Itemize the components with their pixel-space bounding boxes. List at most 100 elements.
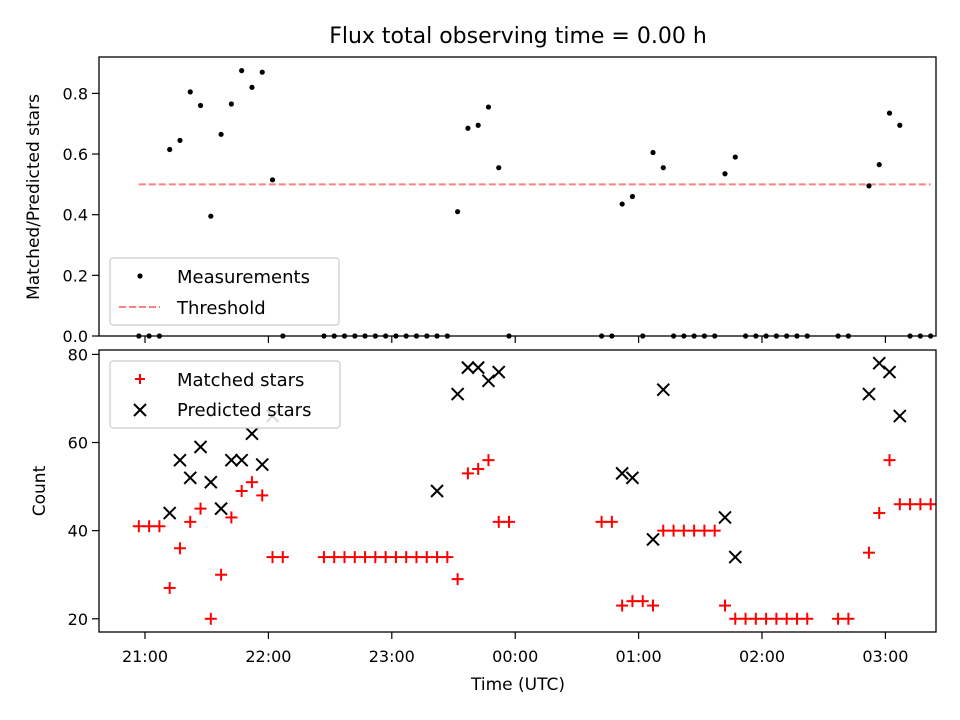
top-axes-frame <box>98 56 937 337</box>
matched-star-point <box>451 573 464 586</box>
measurement-point <box>485 104 492 110</box>
predicted-star-point <box>471 360 485 375</box>
top-y-tick-label: 0.8 <box>63 84 88 103</box>
matched-star-point <box>492 515 505 528</box>
predicted-star-point <box>882 365 897 379</box>
matched-star-point <box>873 507 886 520</box>
matched-star-point <box>359 551 372 564</box>
predicted-star-point <box>214 501 228 516</box>
measurement-point <box>465 125 471 131</box>
matched-star-point <box>657 524 670 537</box>
top-y-tick-label: 0.0 <box>63 327 88 346</box>
matched-star-point <box>163 581 176 594</box>
matched-star-point <box>739 612 752 625</box>
matched-star-point <box>328 551 341 564</box>
top-y-tick-label: 0.4 <box>63 206 88 225</box>
predicted-star-point <box>173 453 187 467</box>
matched-star-point <box>153 520 166 533</box>
matched-star-point <box>461 467 474 480</box>
predicted-star-point <box>646 532 660 547</box>
top-y-axis-label: Matched/Predicted stars <box>24 94 44 300</box>
matched-star-point <box>441 551 454 564</box>
matched-star-point <box>749 612 762 625</box>
bottom-axes-frame <box>98 349 937 633</box>
predicted-star-point <box>656 382 670 397</box>
legend-threshold-label: Threshold <box>176 298 266 319</box>
predicted-star-point <box>245 427 259 441</box>
measurement-point <box>455 209 461 215</box>
predicted-star-point <box>481 374 496 388</box>
measurement-point <box>218 131 224 137</box>
predicted-star-point <box>893 409 907 423</box>
matched-star-point <box>389 551 402 564</box>
matched-star-point <box>708 524 721 537</box>
measurement-point <box>732 154 738 160</box>
x-tick-label: 23:00 <box>369 647 415 666</box>
measurement-point <box>197 102 204 109</box>
matched-star-point <box>225 511 238 524</box>
predicted-star-point <box>204 475 218 489</box>
legend-matched-label: Matched stars <box>177 370 304 391</box>
measurement-point <box>228 101 234 107</box>
predicted-star-point <box>461 360 475 375</box>
bottom-y-tick-label: 60 <box>68 434 88 453</box>
matched-star-point <box>256 489 269 502</box>
matched-star-point <box>801 612 814 625</box>
legend-measurements-label: Measurements <box>177 267 310 288</box>
measurement-point <box>897 122 903 128</box>
matched-star-point <box>904 498 917 511</box>
measurement-point <box>239 68 245 74</box>
legend-predicted-marker <box>133 403 147 417</box>
matched-star-point <box>215 568 228 581</box>
matched-star-point <box>914 498 927 511</box>
matched-star-point <box>143 520 156 533</box>
predicted-star-point <box>430 484 444 498</box>
predicted-star-point <box>224 453 239 467</box>
predicted-star-point <box>728 550 742 564</box>
predicted-star-point <box>492 365 506 379</box>
measurement-point <box>886 110 893 116</box>
measurement-point <box>187 89 193 95</box>
matched-star-point <box>677 524 690 537</box>
predicted-star-point <box>183 471 197 485</box>
matched-star-point <box>235 485 248 497</box>
matched-star-point <box>616 599 629 612</box>
x-tick-label: 01:00 <box>616 647 662 666</box>
matched-star-point <box>482 454 495 467</box>
matched-star-point <box>729 612 742 625</box>
top-y-tick-label: 0.2 <box>63 266 88 285</box>
matched-star-point <box>924 498 937 511</box>
measurement-point <box>650 149 656 156</box>
x-axis-label: Time (UTC) <box>470 675 565 695</box>
top-legend: Measurements Threshold <box>109 257 340 326</box>
matched-star-point <box>369 551 382 564</box>
measurement-point <box>629 193 636 200</box>
matched-star-point <box>132 520 145 533</box>
bottom-y-axis-label: Count <box>30 465 50 516</box>
predicted-star-point <box>162 506 177 520</box>
matched-star-point <box>276 551 289 564</box>
matched-star-point <box>173 542 186 555</box>
predicted-star-point <box>255 457 269 472</box>
measurement-point <box>249 84 255 90</box>
x-tick-label: 21:00 <box>122 647 168 666</box>
measurement-point <box>177 137 183 143</box>
matched-star-point <box>348 551 361 564</box>
x-tick-label: 02:00 <box>739 647 785 666</box>
matched-star-point <box>883 454 896 467</box>
matched-star-point <box>832 612 845 625</box>
x-tick-label: 22:00 <box>245 647 291 666</box>
legend-predicted-label: Predicted stars <box>177 400 311 421</box>
bottom-panel: 20 40 60 80 21:00 22:00 23:00 00:00 01:00 02:00 0… <box>30 345 937 695</box>
predicted-star-point <box>193 440 208 454</box>
bottom-legend: Matched stars Predicted stars <box>109 360 341 429</box>
matched-star-point <box>667 524 680 537</box>
matched-star-point <box>204 612 217 625</box>
matched-star-point <box>245 476 258 489</box>
matched-star-point <box>893 498 906 511</box>
matched-star-point <box>503 515 516 528</box>
predicted-star-point <box>718 510 732 525</box>
measurement-point <box>876 162 882 168</box>
predicted-star-point <box>872 356 886 370</box>
predicted-star-point <box>234 453 249 467</box>
